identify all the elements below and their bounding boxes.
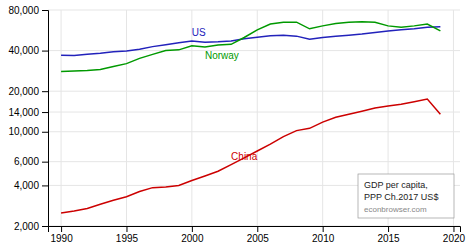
y-tick-label: 80,000	[8, 5, 39, 16]
y-tick-mark	[42, 10, 48, 11]
grid-line-y	[48, 112, 460, 113]
y-tick: 20,000	[8, 86, 48, 97]
grid-line-x	[257, 10, 258, 226]
y-tick: 80,000	[8, 5, 48, 16]
series-label: China	[231, 151, 258, 162]
x-tick-mark	[453, 226, 454, 232]
grid-line-y	[48, 91, 460, 92]
note-box-frame	[358, 174, 454, 218]
y-tick: 40,000	[8, 45, 48, 56]
x-axis-line	[49, 227, 461, 233]
y-tick: 6,000	[14, 156, 48, 167]
y-axis-line	[42, 11, 49, 227]
chart: 1990 1995 2000 2005 2010 2015 2020 2,000 4,000 6,…	[0, 0, 474, 250]
y-tick-mark	[42, 51, 48, 52]
y-axis: 2,000 4,000 6,000 10,000 14,000 20,000 40,000 8…	[8, 5, 48, 232]
grid-line-x	[191, 10, 192, 226]
y-tick-label: 20,000	[8, 86, 39, 97]
x-axis: 1990 1995 2000 2005 2010 2015 2020	[49, 226, 466, 244]
x-tick: 2015	[377, 226, 400, 244]
y-tick-mark	[42, 112, 48, 113]
x-tick-mark	[61, 226, 62, 232]
annotation: GDP per capita,	[364, 180, 428, 190]
x-tick-mark	[323, 226, 324, 232]
x-tick: 2000	[181, 226, 204, 244]
y-tick: 14,000	[8, 107, 48, 118]
x-tick-label: 2015	[377, 233, 400, 244]
x-tick-mark	[388, 226, 389, 232]
series-line	[61, 22, 440, 72]
y-tick-mark	[42, 162, 48, 163]
x-tick: 1990	[50, 226, 73, 244]
series-line	[61, 99, 440, 213]
note-box: GDP per capita, PPP Ch.2017 US$ econbrowse…	[358, 174, 454, 218]
grid-line-y	[48, 50, 460, 51]
y-tick: 4,000	[14, 180, 48, 191]
y-tick-label: 6,000	[14, 156, 39, 167]
x-tick-label: 2000	[181, 233, 204, 244]
series-label: Norway	[205, 50, 239, 61]
y-tick: 10,000	[8, 126, 48, 137]
y-tick-label: 2,000	[14, 221, 39, 232]
series-line	[61, 27, 440, 56]
y-tick: 2,000	[14, 221, 48, 232]
y-tick-label: 40,000	[8, 45, 39, 56]
annotation: PPP Ch.2017 US$	[364, 192, 438, 202]
x-tick-label: 1990	[50, 233, 73, 244]
grid	[48, 10, 460, 226]
series-label: US	[192, 27, 206, 38]
x-tick-label: 2005	[247, 233, 270, 244]
plot: 1990 1995 2000 2005 2010 2015 2020 2,000 4,000 6,…	[8, 5, 465, 244]
y-tick-mark	[42, 226, 48, 227]
x-tick-label: 1995	[116, 233, 139, 244]
y-tick-label: 10,000	[8, 126, 39, 137]
grid-line-x	[61, 10, 62, 226]
grid-line-y	[48, 10, 460, 11]
x-tick-mark	[257, 226, 258, 232]
y-tick-mark	[42, 132, 48, 133]
y-tick-label: 4,000	[14, 180, 39, 191]
grid-line-y	[48, 131, 460, 132]
y-tick-mark	[42, 185, 48, 186]
grid-line-x	[126, 10, 127, 226]
x-tick-mark	[126, 226, 127, 232]
y-tick-label: 14,000	[8, 107, 39, 118]
lines	[61, 22, 440, 213]
x-tick-label: 2020	[443, 233, 466, 244]
annotation: econbrowser.com	[364, 205, 427, 214]
series-labels: US Norway China	[192, 27, 258, 162]
y-tick-mark	[42, 91, 48, 92]
x-tick: 2010	[312, 226, 335, 244]
x-tick-mark	[192, 226, 193, 232]
x-tick: 2020	[443, 226, 466, 244]
grid-line-x	[322, 10, 323, 226]
x-tick-label: 2010	[312, 233, 335, 244]
x-tick: 2005	[247, 226, 270, 244]
x-tick: 1995	[116, 226, 139, 244]
